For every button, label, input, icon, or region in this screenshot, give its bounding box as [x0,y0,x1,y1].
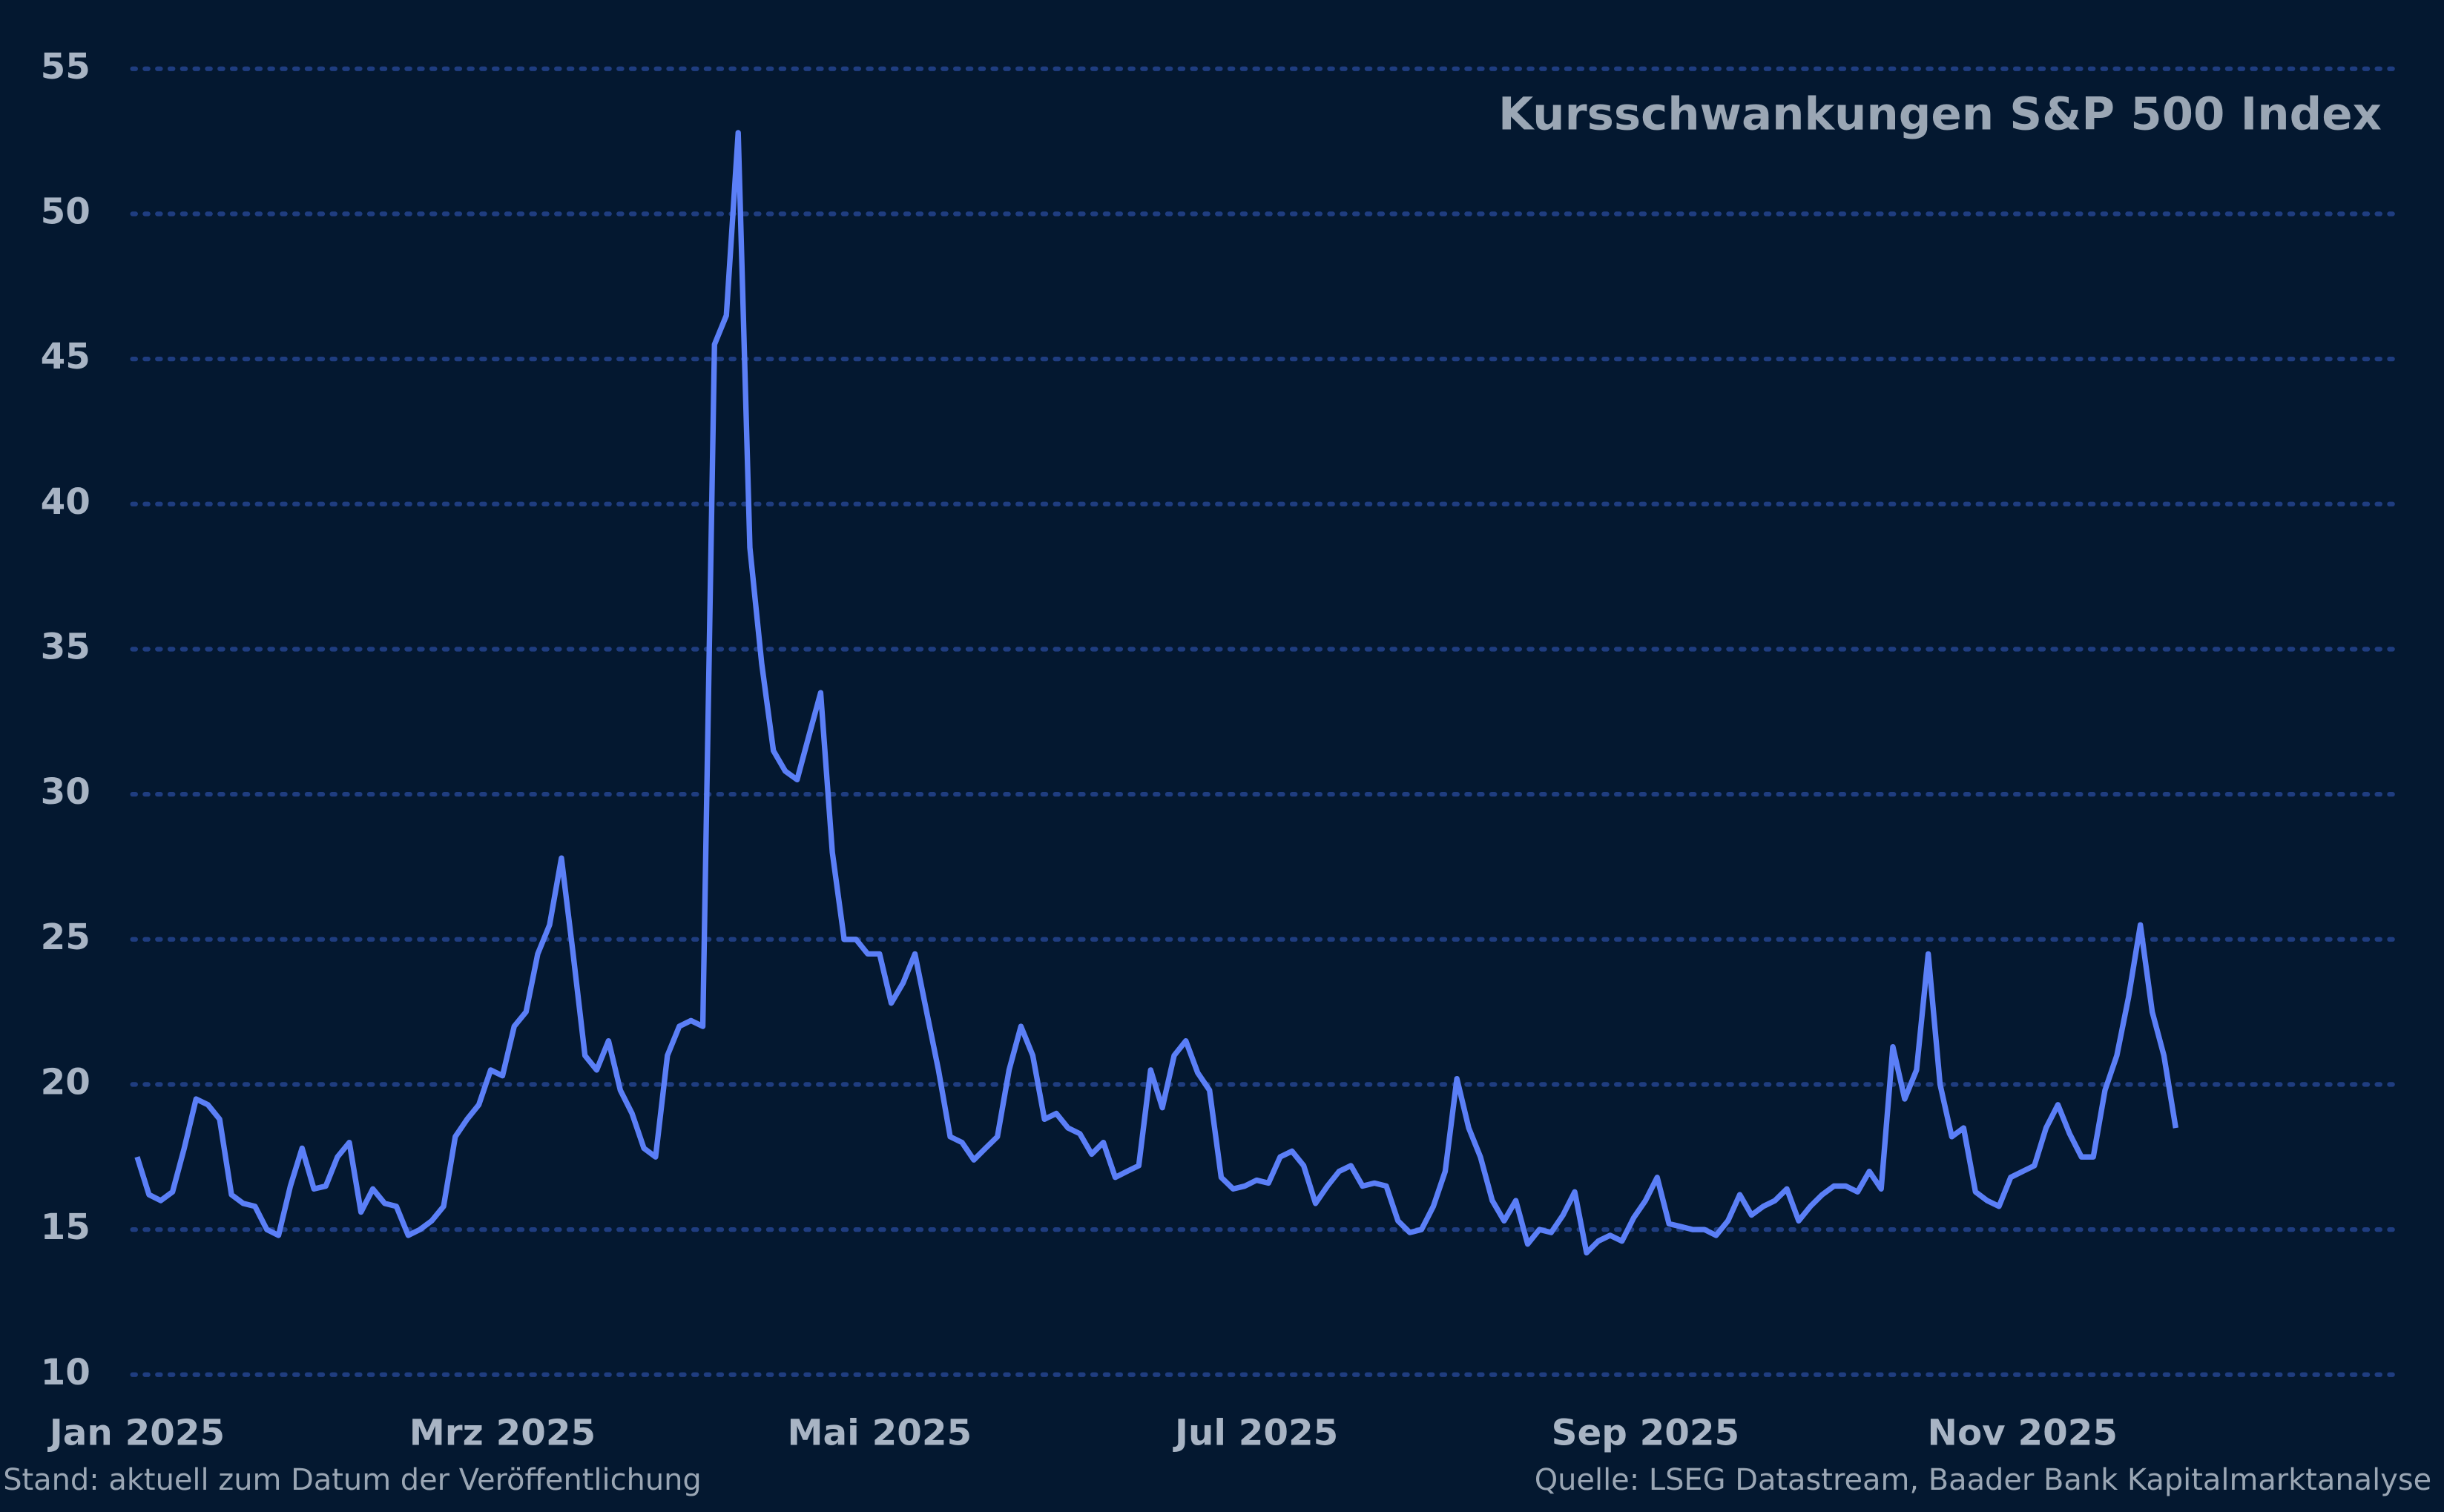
x-tick-label: Mai 2025 [787,1413,972,1454]
y-tick-label: 10 [41,1352,90,1393]
footer-left: Stand: aktuell zum Datum der Veröffentli… [3,1463,702,1497]
y-tick-label: 55 [41,46,90,88]
x-tick-label: Sep 2025 [1552,1413,1740,1454]
x-tick-label: Nov 2025 [1928,1413,2118,1454]
x-tick-label: Jan 2025 [47,1413,225,1454]
y-tick-label: 30 [41,771,90,813]
footer-right: Quelle: LSEG Datastream, Baader Bank Kap… [1535,1463,2431,1497]
y-tick-label: 35 [41,626,90,667]
y-tick-label: 40 [41,481,90,523]
y-tick-label: 20 [41,1061,90,1103]
y-tick-label: 50 [41,191,90,232]
line-series [134,130,2178,1256]
y-tick-label: 25 [41,917,90,958]
chart-title: Kursschwankungen S&P 500 Index [1498,88,2382,141]
x-tick-label: Mrz 2025 [409,1413,596,1454]
x-tick-label: Jul 2025 [1173,1413,1338,1454]
y-tick-label: 15 [41,1206,90,1248]
y-tick-label: 45 [41,336,90,377]
